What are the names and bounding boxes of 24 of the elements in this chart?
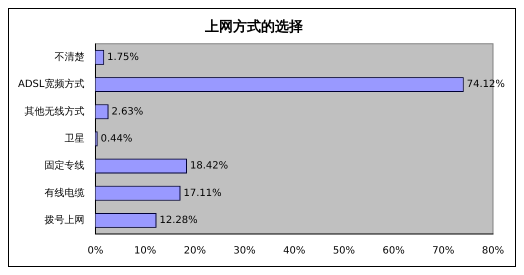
data-label: 17.11% [183,188,222,199]
x-tick-label: 60% [382,246,405,257]
data-label: 1.75% [107,52,139,63]
x-tick-label: 50% [332,246,356,257]
chart-title: 上网方式的选择 [204,18,303,36]
x-tick-label: 0% [88,246,104,257]
y-tick-label: ADSL宽频方式 [18,78,84,90]
y-tick-label: 不清楚 [54,50,84,63]
y-tick-label: 有线电缆 [44,186,84,199]
data-label: 18.42% [190,160,228,172]
data-label: 2.63% [112,106,144,118]
y-tick-label: 固定专线 [44,160,84,172]
x-tick-label: 20% [184,246,206,257]
x-tick-label: 10% [134,246,156,257]
y-tick-label: 其他无线方式 [24,105,84,118]
data-label: 12.28% [159,215,198,226]
y-tick-label: 拨号上网 [44,214,84,226]
data-label: 74.12% [466,79,505,90]
x-tick-label: 70% [432,246,454,257]
y-tick-label: 卫星 [64,133,84,144]
data-label: 0.44% [100,133,132,144]
x-tick-label: 40% [283,246,306,257]
x-tick-label: 80% [482,246,504,257]
x-tick-label: 30% [233,246,256,257]
